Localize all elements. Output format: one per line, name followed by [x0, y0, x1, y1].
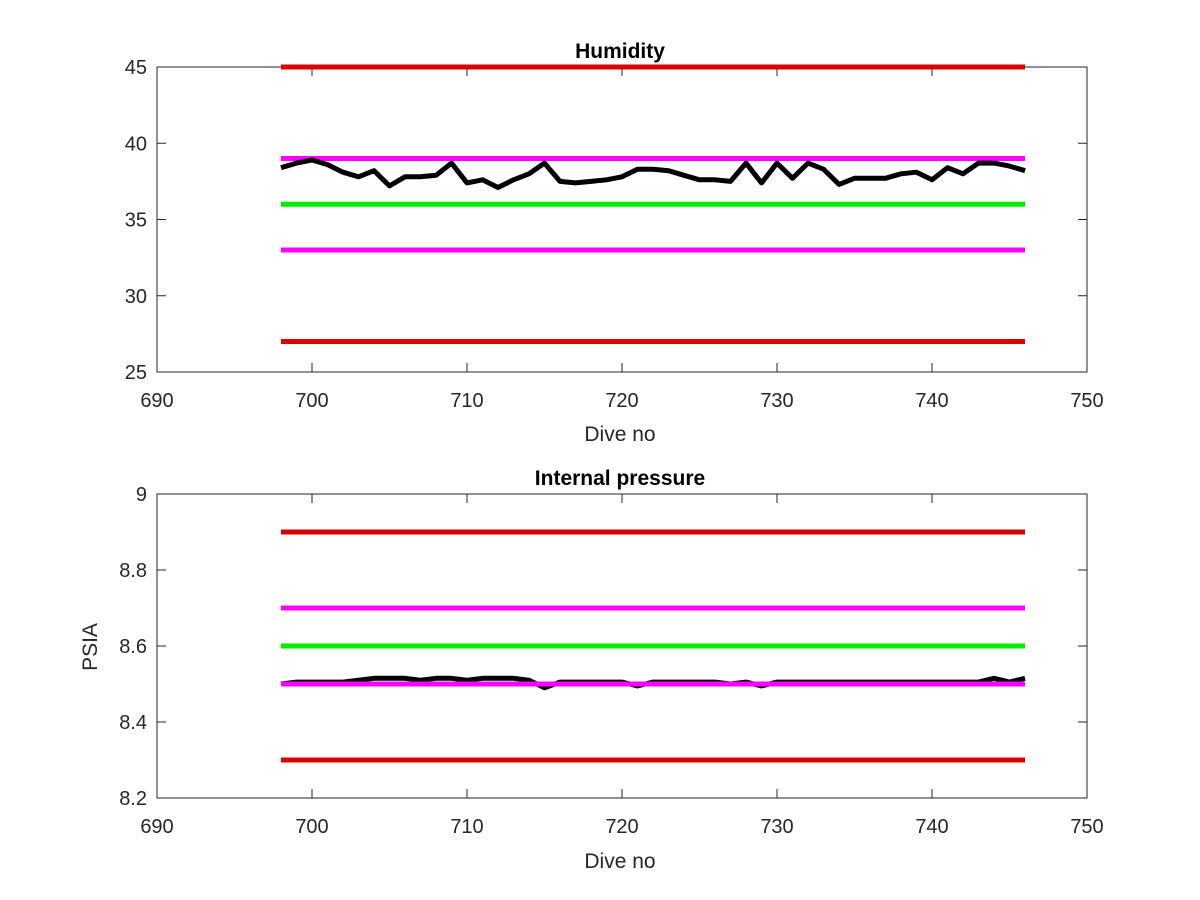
humidity-ytick-label: 35 [125, 210, 147, 232]
pressure-ytick-label: 8.8 [119, 560, 147, 582]
humidity-xlabel: Dive no [584, 423, 655, 446]
humidity-data-line [280, 157, 1026, 190]
pressure-xtick-label: 710 [450, 816, 483, 838]
pressure-title: Internal pressure [535, 467, 705, 490]
humidity-ytick-label: 40 [125, 133, 147, 155]
humidity-xtick-label: 700 [295, 390, 328, 412]
pressure-xtick-label: 750 [1070, 816, 1103, 838]
pressure-ytick-label: 8.2 [119, 788, 147, 810]
humidity-title: Humidity [575, 40, 665, 63]
pressure-plot: Internal pressure Dive no PSIA 690 700 710… [79, 467, 1104, 873]
humidity-xtick-label: 710 [450, 390, 483, 412]
humidity-ytick-label: 30 [125, 286, 147, 308]
humidity-ytick-label: 25 [125, 362, 147, 384]
pressure-xtick-label: 730 [760, 816, 793, 838]
humidity-ytick-label: 45 [125, 57, 147, 79]
pressure-plot-area: 690 700 710 720 730 740 750 8.2 8.4 8.6 8.8 9 [119, 484, 1104, 838]
pressure-ytick-label: 9 [136, 484, 147, 506]
humidity-plot: Humidity Dive no 690 700 710 720 730 740 750 25… [125, 40, 1104, 446]
humidity-xtick-label: 750 [1070, 390, 1103, 412]
pressure-ytick-label: 8.4 [119, 712, 147, 734]
humidity-xtick-label: 740 [915, 390, 948, 412]
pressure-xtick-label: 720 [605, 816, 638, 838]
humidity-xtick-label: 690 [140, 390, 173, 412]
pressure-xtick-label: 690 [140, 816, 173, 838]
pressure-ylabel: PSIA [79, 623, 102, 671]
humidity-xtick-label: 720 [605, 390, 638, 412]
pressure-xlabel: Dive no [584, 850, 655, 873]
humidity-axes-box [156, 66, 1088, 373]
humidity-plot-area: 690 700 710 720 730 740 750 25 30 35 40 45 [125, 57, 1104, 412]
pressure-xtick-label: 740 [915, 816, 948, 838]
pressure-xtick-label: 700 [295, 816, 328, 838]
pressure-ytick-label: 8.6 [119, 636, 147, 658]
humidity-xtick-label: 730 [760, 390, 793, 412]
